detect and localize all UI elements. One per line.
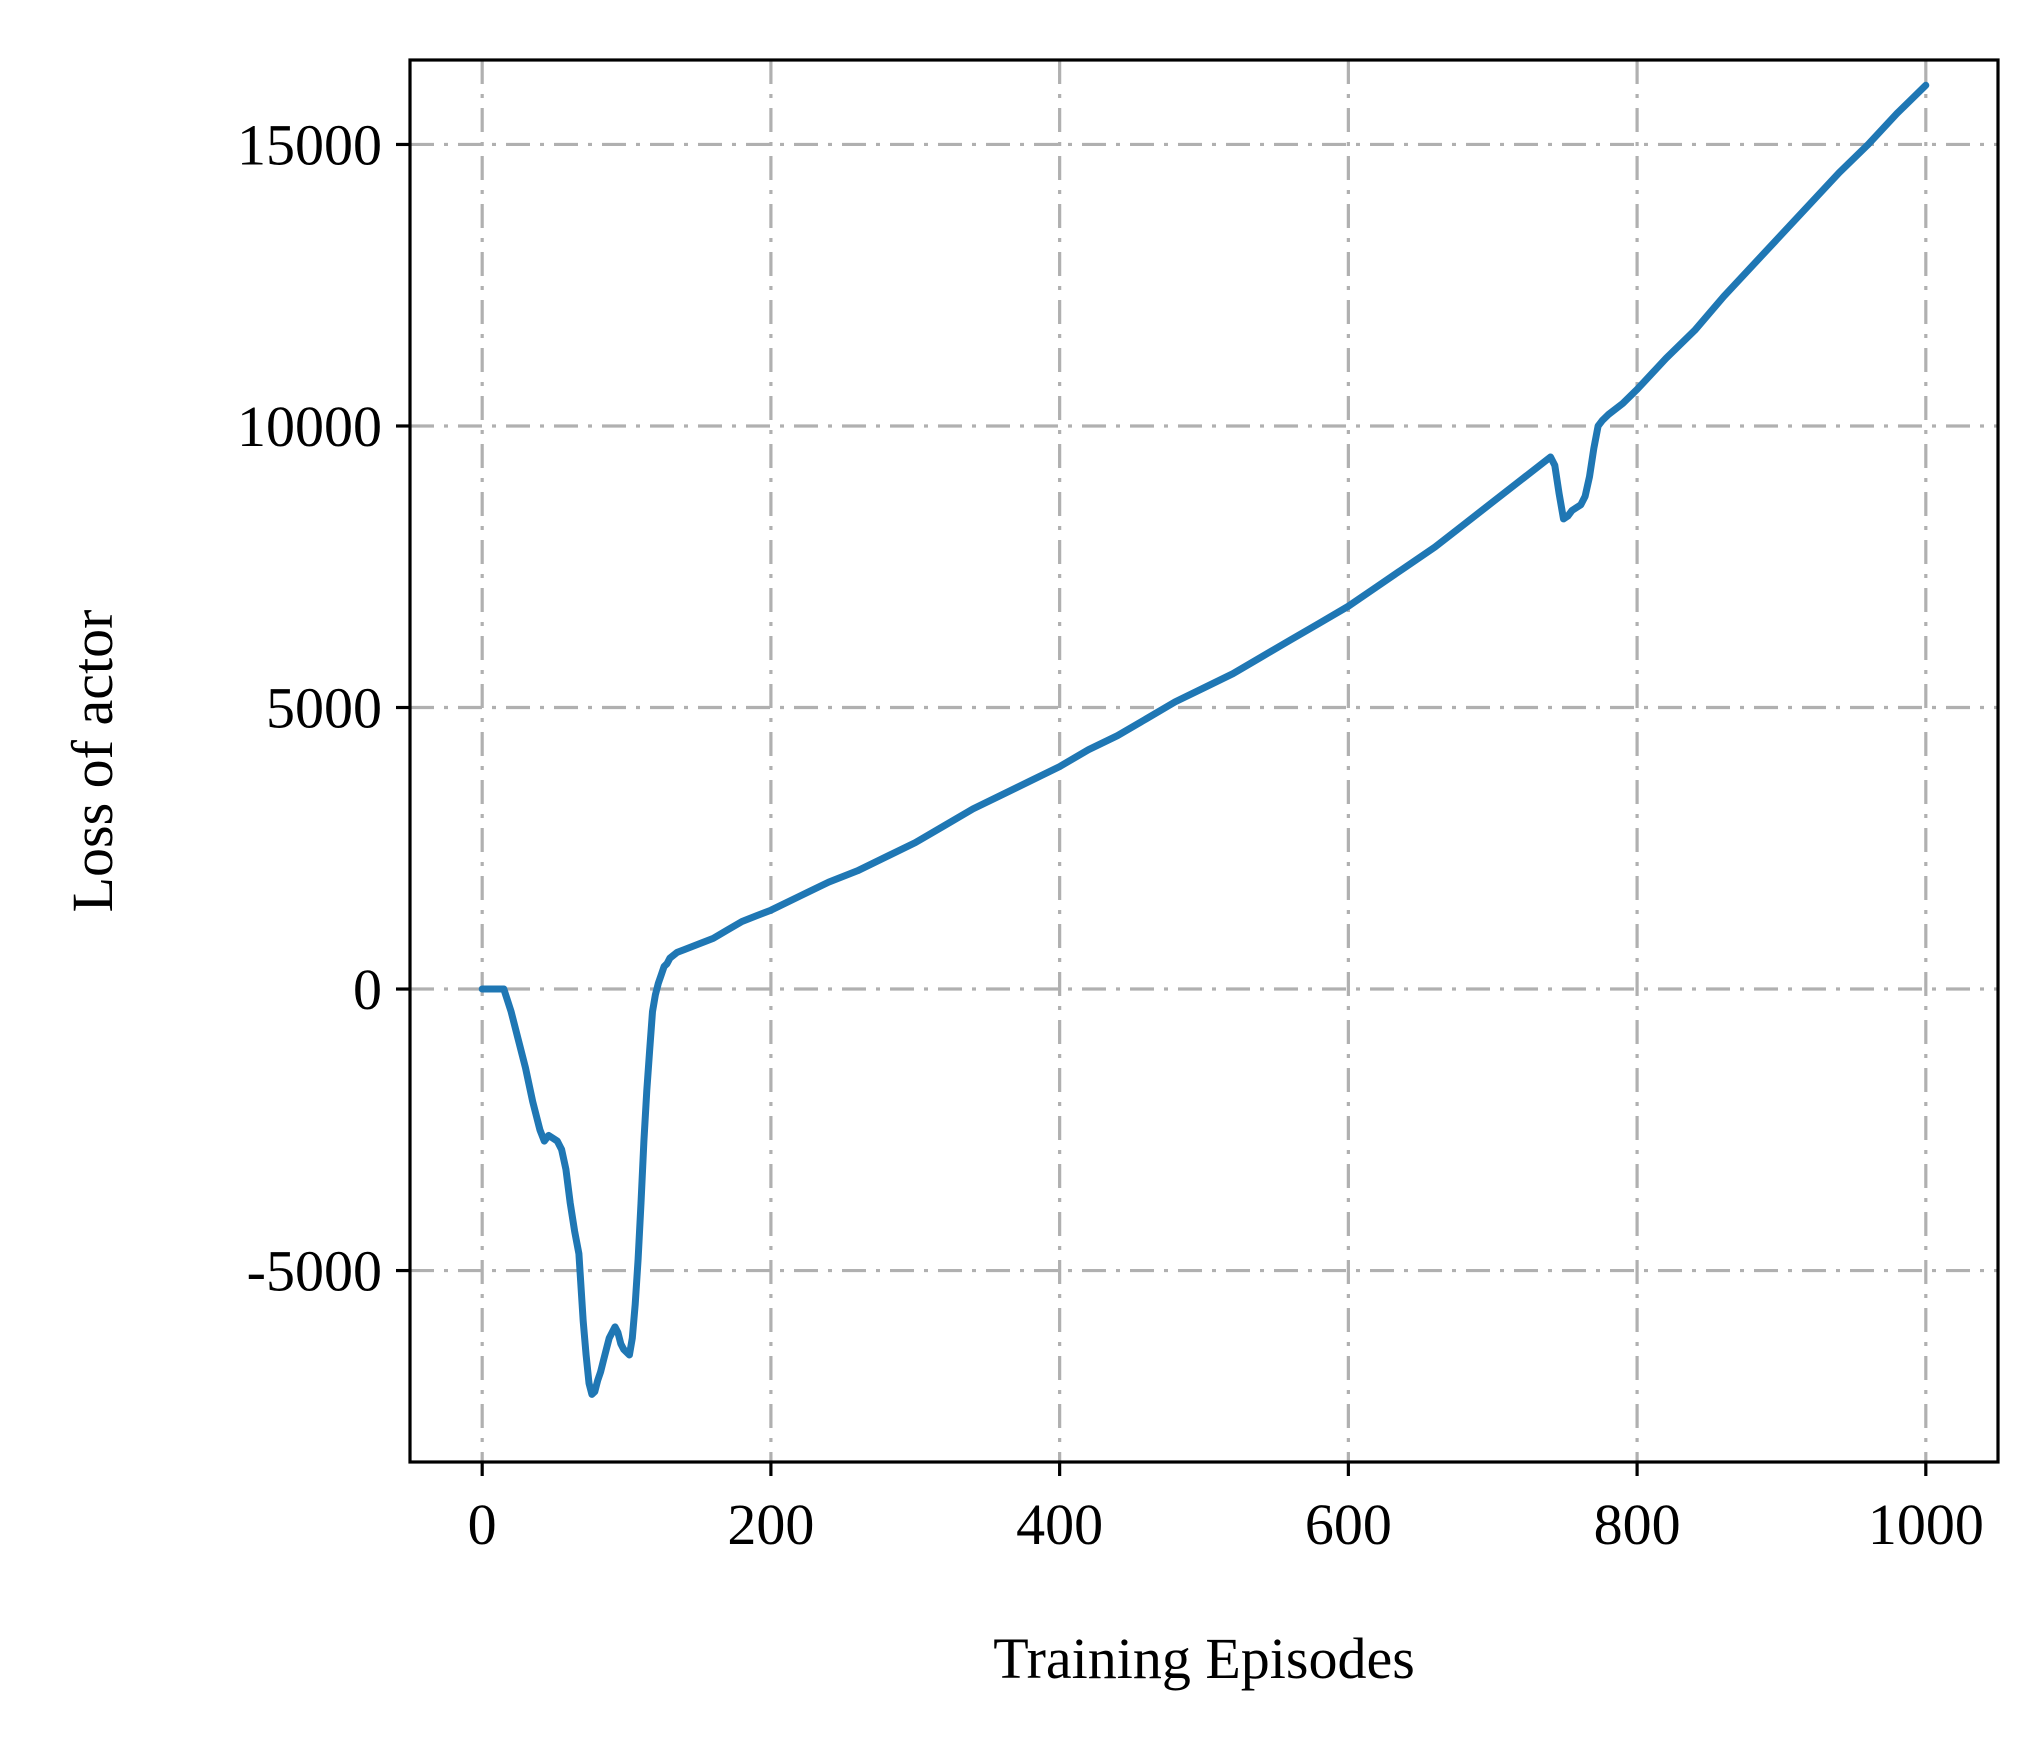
y-tick-label: -5000 bbox=[247, 1239, 382, 1304]
x-axis-ticks: 0 200 400 600 800 1000 bbox=[468, 1462, 1984, 1557]
x-tick-label: 0 bbox=[468, 1492, 497, 1557]
x-tick-label: 800 bbox=[1594, 1492, 1681, 1557]
x-axis-label: Training Episodes bbox=[993, 1626, 1415, 1691]
x-tick-label: 200 bbox=[727, 1492, 814, 1557]
y-tick-label: 15000 bbox=[237, 112, 382, 177]
series-layer bbox=[478, 81, 1930, 1398]
x-tick-label: 1000 bbox=[1868, 1492, 1984, 1557]
x-tick-label: 400 bbox=[1016, 1492, 1103, 1557]
y-axis-label: Loss of actor bbox=[60, 610, 125, 913]
plot-frame bbox=[408, 58, 2000, 1464]
y-tick-label: 10000 bbox=[237, 394, 382, 459]
y-axis-ticks: -5000 0 5000 10000 15000 bbox=[237, 112, 410, 1304]
y-tick-label: 0 bbox=[353, 957, 382, 1022]
x-tick-label: 600 bbox=[1305, 1492, 1392, 1557]
series-line-0 bbox=[478, 81, 1930, 1398]
grid-lines bbox=[410, 60, 1998, 1462]
y-tick-label: 5000 bbox=[266, 676, 382, 741]
